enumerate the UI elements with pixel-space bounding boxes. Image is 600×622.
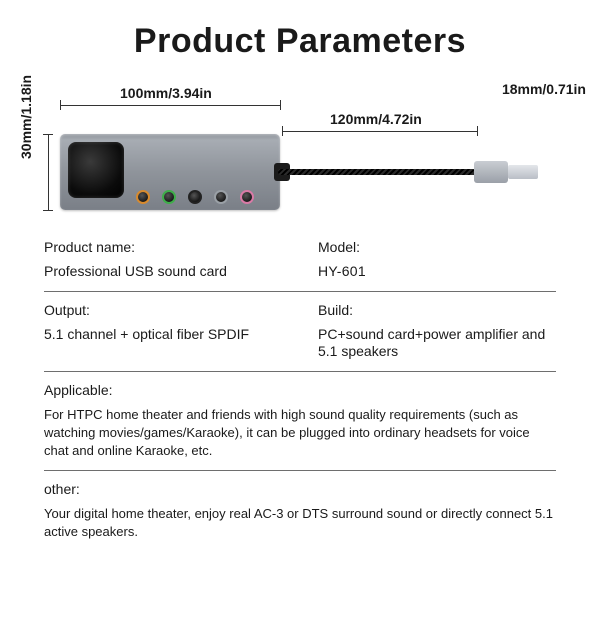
dim-height-label: 30mm/1.18in	[18, 75, 34, 159]
dim-body-label: 100mm/3.94in	[120, 85, 212, 101]
spec-label: Output:	[44, 302, 282, 318]
table-row: other: Your digital home theater, enjoy …	[44, 481, 556, 541]
jack-grey-icon	[214, 190, 228, 204]
usb-plug-body	[474, 161, 508, 183]
spec-output: Output: 5.1 channel + optical fiber SPDI…	[44, 302, 282, 361]
cable	[278, 169, 476, 175]
tick	[280, 100, 281, 110]
table-row: Product name: Professional USB sound car…	[44, 239, 556, 281]
spec-label: other:	[44, 481, 556, 497]
table-row: Applicable: For HTPC home theater and fr…	[44, 382, 556, 461]
dimension-diagram: 30mm/1.18in 100mm/3.94in 120mm/4.72in 18…	[20, 89, 580, 229]
dim-line-body	[60, 105, 280, 106]
jack-green-icon	[162, 190, 176, 204]
dim-plug-label: 18mm/0.71in	[502, 81, 586, 97]
tick	[43, 134, 53, 135]
spec-label: Applicable:	[44, 382, 556, 398]
usb-plug-tip	[508, 165, 538, 179]
spec-label: Product name:	[44, 239, 282, 255]
spec-value: HY-601	[318, 263, 556, 281]
spec-label: Model:	[318, 239, 556, 255]
dim-cable-label: 120mm/4.72in	[330, 111, 422, 127]
separator	[44, 291, 556, 292]
spec-table: Product name: Professional USB sound car…	[44, 239, 556, 541]
spec-value: PC+sound card+power amplifier and 5.1 sp…	[318, 326, 556, 361]
jack-pink-icon	[240, 190, 254, 204]
device-body	[60, 134, 280, 210]
page-title: Product Parameters	[0, 22, 600, 61]
tick	[60, 100, 61, 110]
tick	[477, 126, 478, 136]
tick	[282, 126, 283, 136]
dim-line-cable	[282, 131, 477, 132]
tick	[43, 210, 53, 211]
spec-other: other: Your digital home theater, enjoy …	[44, 481, 556, 541]
jack-black-icon	[188, 190, 202, 204]
spec-value: For HTPC home theater and friends with h…	[44, 406, 556, 461]
spec-label: Build:	[318, 302, 556, 318]
spec-value: Your digital home theater, enjoy real AC…	[44, 505, 556, 541]
table-row: Output: 5.1 channel + optical fiber SPDI…	[44, 302, 556, 361]
spec-build: Build: PC+sound card+power amplifier and…	[318, 302, 556, 361]
spec-product-name: Product name: Professional USB sound car…	[44, 239, 282, 281]
volume-knob	[68, 142, 124, 198]
separator	[44, 470, 556, 471]
spec-applicable: Applicable: For HTPC home theater and fr…	[44, 382, 556, 461]
spec-value: Professional USB sound card	[44, 263, 282, 281]
separator	[44, 371, 556, 372]
dim-line-height	[48, 134, 49, 210]
spec-model: Model: HY-601	[318, 239, 556, 281]
usb-plug	[474, 157, 544, 187]
audio-jacks	[136, 190, 254, 204]
jack-orange-icon	[136, 190, 150, 204]
spec-value: 5.1 channel + optical fiber SPDIF	[44, 326, 282, 344]
